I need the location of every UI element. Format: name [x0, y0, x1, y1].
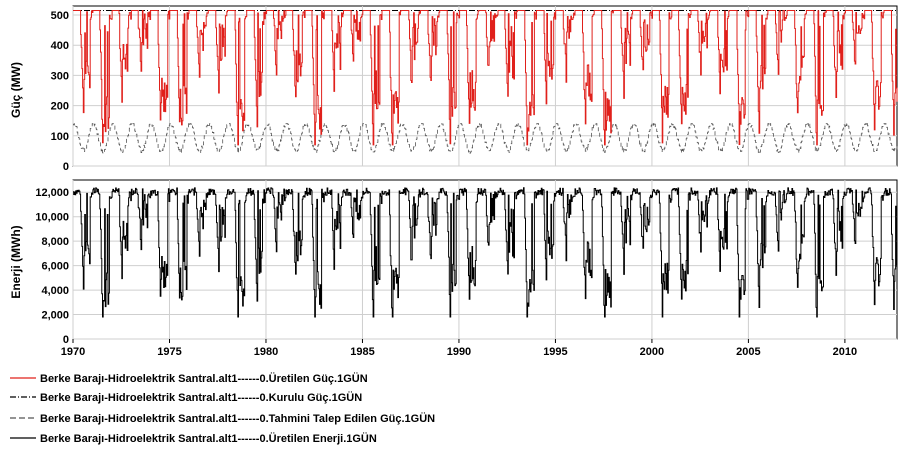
bottom-y-tick-label: 2,000 — [41, 310, 69, 322]
series-uretilen-enerji — [73, 187, 898, 318]
x-tick-label: 2005 — [736, 346, 760, 358]
top-y-tick-label: 0 — [63, 161, 69, 173]
bottom-series-group — [73, 187, 898, 318]
x-tick-label: 2000 — [640, 346, 664, 358]
top-series-group — [73, 10, 898, 154]
top-y-tick-label: 100 — [51, 131, 69, 143]
bottom-y-tick-label: 0 — [63, 334, 69, 346]
bottom-y-tick-label: 4,000 — [41, 285, 69, 297]
legend-item: Berke Barajı-Hidroelektrik Santral.alt1-… — [10, 412, 435, 425]
top-plot-area — [72, 5, 898, 167]
top-y-tick-labels: 0 100 200 300 400 500 — [51, 10, 69, 173]
legend-item: Berke Barajı-Hidroelektrik Santral.alt1-… — [10, 432, 377, 445]
bottom-y-tick-label: 10,000 — [35, 212, 69, 224]
series-talep-edilen-guc — [73, 123, 898, 154]
x-tick-label: 1980 — [254, 346, 278, 358]
bottom-y-tick-label: 8,000 — [41, 236, 69, 248]
legend-label: Berke Barajı-Hidroelektrik Santral.alt1-… — [40, 412, 435, 425]
bottom-y-tick-label: 6,000 — [41, 261, 69, 273]
legend-label: Berke Barajı-Hidroelektrik Santral.alt1-… — [40, 391, 362, 404]
bottom-y-tick-label: 12,000 — [35, 187, 69, 199]
legend-item: Berke Barajı-Hidroelektrik Santral.alt1-… — [10, 391, 362, 404]
x-tick-label: 1995 — [543, 346, 567, 358]
x-tick-label: 1990 — [447, 346, 471, 358]
legend-label: Berke Barajı-Hidroelektrik Santral.alt1-… — [40, 432, 377, 445]
x-tick-labels: 1970 1975 1980 1985 1990 1995 2000 2005 2010 — [61, 339, 857, 358]
legend: Berke Barajı-Hidroelektrik Santral.alt1-… — [10, 372, 435, 445]
top-y-axis-label: Güç (MW) — [9, 62, 23, 118]
x-tick-label: 1975 — [157, 346, 181, 358]
bottom-y-axis-label: Enerji (MWh) — [9, 225, 23, 298]
bottom-plot-area — [72, 179, 898, 340]
legend-label: Berke Barajı-Hidroelektrik Santral.alt1-… — [40, 372, 368, 385]
top-gridlines — [72, 6, 897, 167]
x-tick-label: 1970 — [61, 346, 85, 358]
top-y-tick-label: 300 — [51, 70, 69, 82]
x-tick-label: 2010 — [833, 346, 857, 358]
top-y-tick-label: 400 — [51, 40, 69, 52]
x-tick-label: 1985 — [350, 346, 374, 358]
top-y-tick-label: 200 — [51, 101, 69, 113]
bottom-y-tick-labels: 0 2,000 4,000 6,000 8,000 10,000 12,000 — [35, 187, 69, 346]
top-panel: 0 100 200 300 400 500 Güç (MW) — [9, 5, 898, 173]
series-uretilen-guc — [73, 10, 898, 146]
legend-item: Berke Barajı-Hidroelektrik Santral.alt1-… — [10, 372, 368, 385]
top-y-tick-label: 500 — [51, 10, 69, 22]
